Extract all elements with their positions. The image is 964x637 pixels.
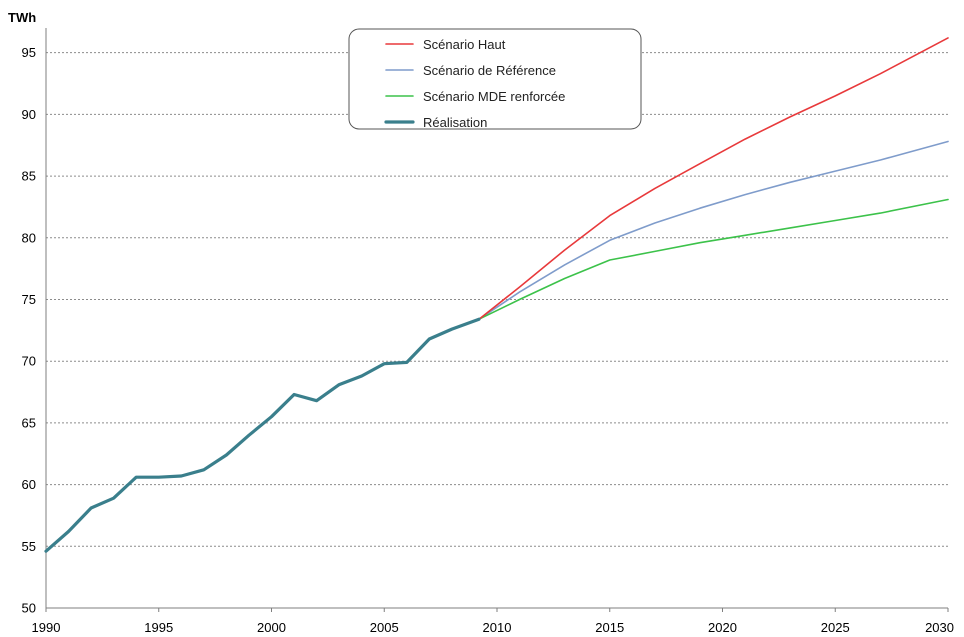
y-tick-label: 65 (22, 415, 36, 430)
x-tick-label: 1995 (144, 620, 173, 635)
legend-box (348, 28, 642, 130)
legend-label-1: Scénario de Référence (423, 63, 556, 78)
y-axis-unit-label: TWh (8, 10, 36, 25)
y-tick-labels: 50 55 60 65 70 75 80 85 90 95 (22, 45, 36, 615)
x-tick-label: 2015 (595, 620, 624, 635)
y-tick-label: 80 (22, 230, 36, 245)
legend: Scénario Haut Scénario de Référence Scénar… (348, 28, 642, 130)
y-tick-label: 85 (22, 169, 36, 184)
series-line-1 (478, 140, 949, 320)
y-tick-label: 95 (22, 45, 36, 60)
y-tick-label: 50 (22, 601, 36, 616)
series-lines (44, 37, 949, 553)
legend-label-0: Scénario Haut (423, 37, 506, 52)
x-tick-label: 2000 (257, 620, 286, 635)
series-line-3 (44, 317, 481, 553)
y-tick-label: 75 (22, 292, 36, 307)
x-tick-label: 2030 (925, 620, 954, 635)
y-tick-label: 90 (22, 107, 36, 122)
legend-items: Scénario Haut Scénario de Référence Scénar… (384, 37, 565, 130)
x-tick-label: 2005 (370, 620, 399, 635)
legend-label-2: Scénario MDE renforcée (423, 89, 565, 104)
y-tick-label: 55 (22, 539, 36, 554)
y-tick-label: 60 (22, 477, 36, 492)
legend-label-3: Réalisation (423, 115, 487, 130)
x-tick-labels: 1990 1995 2000 2005 2010 2015 2020 2025 2030 (32, 608, 954, 635)
x-tick-label: 2020 (708, 620, 737, 635)
series-line-2 (478, 198, 949, 320)
y-tick-label: 70 (22, 354, 36, 369)
x-tick-label: 2010 (483, 620, 512, 635)
x-tick-label: 2025 (821, 620, 850, 635)
series-line-0 (478, 37, 949, 320)
x-tick-label: 1990 (32, 620, 61, 635)
